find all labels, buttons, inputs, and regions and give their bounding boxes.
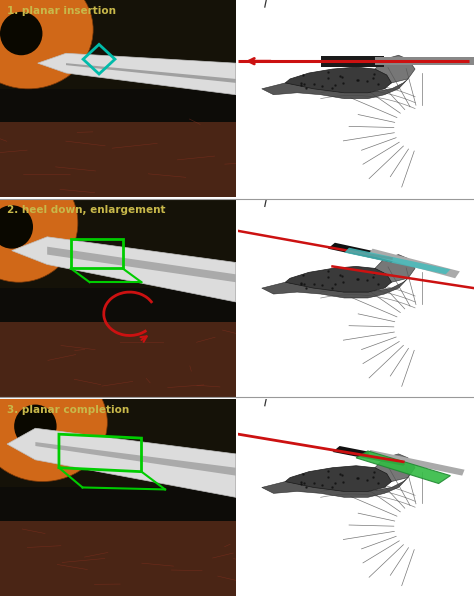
Polygon shape (368, 450, 465, 476)
Polygon shape (238, 399, 474, 596)
Polygon shape (238, 0, 474, 197)
Ellipse shape (14, 405, 56, 448)
Polygon shape (285, 266, 392, 292)
Polygon shape (0, 0, 236, 89)
Polygon shape (262, 278, 408, 298)
Polygon shape (0, 488, 236, 521)
Polygon shape (12, 237, 236, 302)
Polygon shape (47, 247, 236, 283)
Polygon shape (344, 248, 450, 274)
Polygon shape (262, 79, 408, 99)
Polygon shape (368, 249, 460, 278)
Polygon shape (238, 199, 474, 397)
Polygon shape (0, 318, 236, 397)
Polygon shape (262, 477, 408, 497)
Text: 1. planar insertion: 1. planar insertion (7, 6, 116, 16)
Polygon shape (368, 254, 415, 288)
Polygon shape (0, 199, 236, 288)
Polygon shape (66, 63, 236, 83)
Text: 3. planar completion: 3. planar completion (7, 405, 129, 415)
Polygon shape (36, 442, 236, 476)
Polygon shape (356, 451, 450, 483)
Polygon shape (368, 454, 415, 488)
Ellipse shape (0, 363, 107, 482)
Polygon shape (0, 288, 236, 322)
Polygon shape (0, 399, 236, 596)
Polygon shape (0, 0, 236, 197)
Polygon shape (328, 243, 399, 262)
Polygon shape (375, 57, 474, 65)
Polygon shape (368, 55, 415, 89)
Polygon shape (0, 399, 236, 488)
Ellipse shape (0, 0, 93, 89)
Polygon shape (0, 119, 236, 197)
Ellipse shape (0, 164, 78, 283)
Polygon shape (0, 199, 236, 397)
Text: 2. heel down, enlargement: 2. heel down, enlargement (7, 205, 165, 215)
Polygon shape (285, 465, 392, 492)
Polygon shape (285, 67, 392, 93)
Polygon shape (38, 53, 236, 95)
Ellipse shape (0, 12, 43, 55)
Ellipse shape (0, 205, 33, 249)
Polygon shape (0, 89, 236, 122)
Polygon shape (7, 429, 236, 497)
Polygon shape (0, 517, 236, 596)
Polygon shape (332, 446, 410, 465)
Polygon shape (321, 55, 384, 67)
